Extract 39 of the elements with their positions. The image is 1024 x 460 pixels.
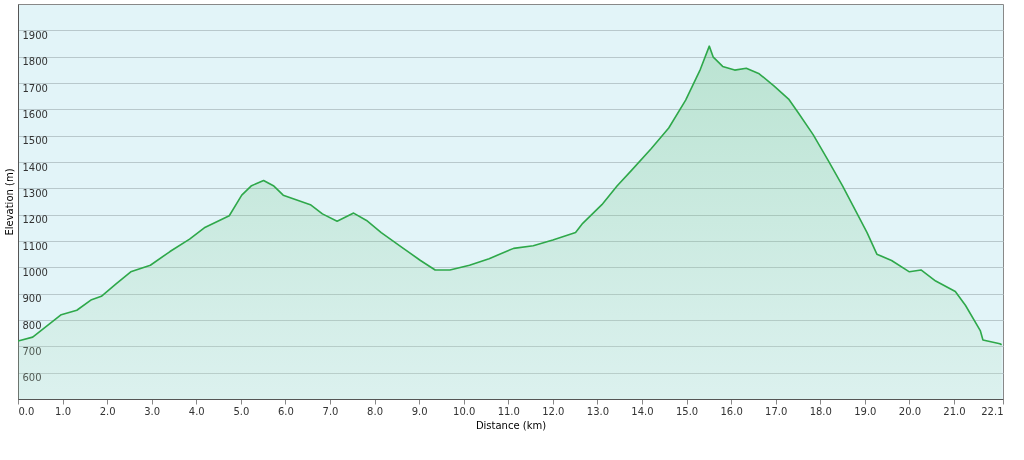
- x-tick-label: 10.0: [453, 405, 476, 417]
- y-tick-label: 700: [22, 345, 42, 357]
- y-tick-label: 1500: [22, 135, 48, 147]
- y-tick-label: 600: [22, 372, 42, 384]
- x-tick-label: 8.0: [367, 405, 384, 417]
- y-axis-title: Elevation (m): [3, 168, 15, 236]
- x-tick-label: 19.0: [854, 405, 877, 417]
- x-tick-label: 6.0: [277, 405, 294, 417]
- x-tick-label: 11.0: [497, 405, 520, 417]
- x-tick-label: 1.0: [55, 405, 72, 417]
- y-tick-label: 1000: [22, 266, 48, 278]
- y-tick-label: 1600: [22, 108, 48, 120]
- x-tick-label: 17.0: [765, 405, 788, 417]
- y-tick-label: 800: [22, 319, 42, 331]
- x-axis-title: Distance (km): [475, 419, 547, 431]
- x-tick-label: 21.0: [943, 405, 966, 417]
- y-tick-label: 1300: [22, 187, 48, 199]
- x-tick-label: 0.0: [18, 405, 35, 417]
- y-tick-label: 1400: [22, 161, 48, 173]
- y-tick-label: 1700: [22, 82, 48, 94]
- x-tick-label: 15.0: [675, 405, 699, 417]
- x-tick-label: 16.0: [720, 405, 743, 417]
- x-tick-label: 9.0: [411, 405, 428, 417]
- x-tick-label: 20.0: [898, 405, 922, 417]
- x-tick-label: 3.0: [144, 405, 161, 417]
- y-tick-label: 1100: [22, 240, 48, 252]
- x-tick-label: 22.1: [981, 405, 1004, 417]
- x-tick-label: 12.0: [542, 405, 565, 417]
- x-tick-label: 18.0: [809, 405, 832, 417]
- x-tick-label: 5.0: [233, 405, 250, 417]
- x-tick-label: 13.0: [586, 405, 610, 417]
- x-tick-label: 7.0: [322, 405, 339, 417]
- x-tick-label: 2.0: [99, 405, 116, 417]
- y-tick-label: 1800: [22, 56, 48, 68]
- x-tick-label: 4.0: [188, 405, 205, 417]
- y-tick-label: 1900: [22, 29, 48, 41]
- y-tick-label: 900: [22, 293, 42, 305]
- y-tick-label: 1200: [22, 214, 48, 226]
- x-tick-label: 14.0: [631, 405, 654, 417]
